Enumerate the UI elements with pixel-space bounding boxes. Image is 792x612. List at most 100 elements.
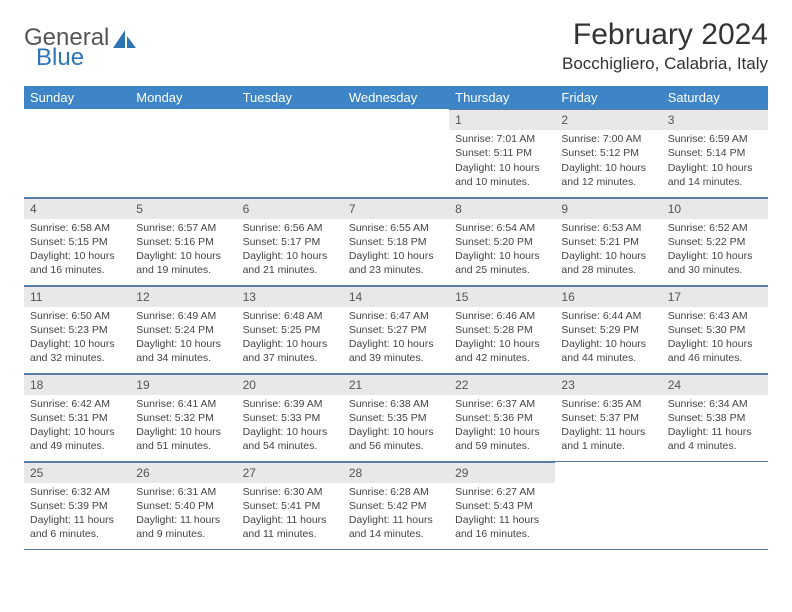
calendar-week-row: 4Sunrise: 6:58 AMSunset: 5:15 PMDaylight… [24, 197, 768, 285]
day-number: 25 [24, 463, 130, 483]
cell-body: Sunrise: 6:49 AMSunset: 5:24 PMDaylight:… [130, 307, 236, 370]
daylight-text: Daylight: 10 hours and 54 minutes. [243, 425, 337, 453]
sunset-text: Sunset: 5:15 PM [30, 235, 124, 249]
sunrise-text: Sunrise: 6:39 AM [243, 397, 337, 411]
sunset-text: Sunset: 5:33 PM [243, 411, 337, 425]
calendar-cell: 16Sunrise: 6:44 AMSunset: 5:29 PMDayligh… [555, 285, 661, 373]
cell-body: Sunrise: 6:53 AMSunset: 5:21 PMDaylight:… [555, 219, 661, 282]
sunset-text: Sunset: 5:29 PM [561, 323, 655, 337]
day-number: 24 [662, 375, 768, 395]
sunrise-text: Sunrise: 6:30 AM [243, 485, 337, 499]
cell-body: Sunrise: 6:56 AMSunset: 5:17 PMDaylight:… [237, 219, 343, 282]
cell-body: Sunrise: 6:58 AMSunset: 5:15 PMDaylight:… [24, 219, 130, 282]
calendar-week-row: 18Sunrise: 6:42 AMSunset: 5:31 PMDayligh… [24, 373, 768, 461]
cell-body: Sunrise: 6:31 AMSunset: 5:40 PMDaylight:… [130, 483, 236, 546]
calendar-week-row: 1Sunrise: 7:01 AMSunset: 5:11 PMDaylight… [24, 109, 768, 197]
daylight-text: Daylight: 11 hours and 16 minutes. [455, 513, 549, 541]
calendar-cell [237, 109, 343, 197]
day-number: 3 [662, 110, 768, 130]
sunrise-text: Sunrise: 6:44 AM [561, 309, 655, 323]
calendar-cell: 8Sunrise: 6:54 AMSunset: 5:20 PMDaylight… [449, 197, 555, 285]
calendar-cell: 23Sunrise: 6:35 AMSunset: 5:37 PMDayligh… [555, 373, 661, 461]
sunrise-text: Sunrise: 7:00 AM [561, 132, 655, 146]
cell-body: Sunrise: 6:44 AMSunset: 5:29 PMDaylight:… [555, 307, 661, 370]
sunrise-text: Sunrise: 6:42 AM [30, 397, 124, 411]
cell-body: Sunrise: 6:50 AMSunset: 5:23 PMDaylight:… [24, 307, 130, 370]
location: Bocchigliero, Calabria, Italy [562, 54, 768, 74]
logo-sail-icon [111, 28, 137, 50]
daylight-text: Daylight: 10 hours and 10 minutes. [455, 161, 549, 189]
sunset-text: Sunset: 5:30 PM [668, 323, 762, 337]
calendar-cell [343, 109, 449, 197]
daylight-text: Daylight: 11 hours and 6 minutes. [30, 513, 124, 541]
calendar-cell: 25Sunrise: 6:32 AMSunset: 5:39 PMDayligh… [24, 461, 130, 549]
day-header: Friday [555, 86, 661, 109]
calendar-cell: 2Sunrise: 7:00 AMSunset: 5:12 PMDaylight… [555, 109, 661, 197]
cell-body: Sunrise: 6:38 AMSunset: 5:35 PMDaylight:… [343, 395, 449, 458]
calendar-cell: 14Sunrise: 6:47 AMSunset: 5:27 PMDayligh… [343, 285, 449, 373]
calendar-cell: 6Sunrise: 6:56 AMSunset: 5:17 PMDaylight… [237, 197, 343, 285]
daylight-text: Daylight: 10 hours and 16 minutes. [30, 249, 124, 277]
sunrise-text: Sunrise: 7:01 AM [455, 132, 549, 146]
sunset-text: Sunset: 5:22 PM [668, 235, 762, 249]
calendar-cell: 11Sunrise: 6:50 AMSunset: 5:23 PMDayligh… [24, 285, 130, 373]
calendar-cell: 28Sunrise: 6:28 AMSunset: 5:42 PMDayligh… [343, 461, 449, 549]
day-number: 27 [237, 463, 343, 483]
sunset-text: Sunset: 5:35 PM [349, 411, 443, 425]
cell-body: Sunrise: 6:52 AMSunset: 5:22 PMDaylight:… [662, 219, 768, 282]
sunset-text: Sunset: 5:41 PM [243, 499, 337, 513]
sunrise-text: Sunrise: 6:37 AM [455, 397, 549, 411]
day-number: 12 [130, 287, 236, 307]
calendar-cell: 10Sunrise: 6:52 AMSunset: 5:22 PMDayligh… [662, 197, 768, 285]
calendar-cell: 22 Sunrise: 6:37 AMSunset: 5:36 PMDayligh… [449, 373, 555, 461]
sunset-text: Sunset: 5:20 PM [455, 235, 549, 249]
sunset-text: Sunset: 5:31 PM [30, 411, 124, 425]
sunset-text: Sunset: 5:28 PM [455, 323, 549, 337]
cell-body: Sunrise: 6:48 AMSunset: 5:25 PMDaylight:… [237, 307, 343, 370]
daylight-text: Daylight: 10 hours and 49 minutes. [30, 425, 124, 453]
calendar-cell: 5Sunrise: 6:57 AMSunset: 5:16 PMDaylight… [130, 197, 236, 285]
day-number: 23 [555, 375, 661, 395]
logo-text-2: Blue [36, 44, 84, 72]
day-number: 11 [24, 287, 130, 307]
sunrise-text: Sunrise: 6:50 AM [30, 309, 124, 323]
sunset-text: Sunset: 5:23 PM [30, 323, 124, 337]
sunrise-text: Sunrise: 6:34 AM [668, 397, 762, 411]
header: General February 2024 Bocchigliero, Cala… [24, 18, 768, 74]
day-number: 22 [449, 375, 555, 395]
calendar-cell: 7Sunrise: 6:55 AMSunset: 5:18 PMDaylight… [343, 197, 449, 285]
daylight-text: Daylight: 11 hours and 4 minutes. [668, 425, 762, 453]
daylight-text: Daylight: 11 hours and 11 minutes. [243, 513, 337, 541]
sunset-text: Sunset: 5:11 PM [455, 146, 549, 160]
day-number: 26 [130, 463, 236, 483]
calendar-cell [555, 461, 661, 549]
daylight-text: Daylight: 10 hours and 59 minutes. [455, 425, 549, 453]
sunset-text: Sunset: 5:37 PM [561, 411, 655, 425]
sunrise-text: Sunrise: 6:43 AM [668, 309, 762, 323]
calendar-cell: 3Sunrise: 6:59 AMSunset: 5:14 PMDaylight… [662, 109, 768, 197]
cell-body: Sunrise: 6:39 AMSunset: 5:33 PMDaylight:… [237, 395, 343, 458]
daylight-text: Daylight: 10 hours and 12 minutes. [561, 161, 655, 189]
day-number: 20 [237, 375, 343, 395]
calendar-cell: 19Sunrise: 6:41 AMSunset: 5:32 PMDayligh… [130, 373, 236, 461]
day-number: 28 [343, 463, 449, 483]
cell-body: Sunrise: 6:59 AMSunset: 5:14 PMDaylight:… [662, 130, 768, 193]
daylight-text: Daylight: 10 hours and 28 minutes. [561, 249, 655, 277]
calendar-cell: 12Sunrise: 6:49 AMSunset: 5:24 PMDayligh… [130, 285, 236, 373]
sunrise-text: Sunrise: 6:57 AM [136, 221, 230, 235]
daylight-text: Daylight: 10 hours and 32 minutes. [30, 337, 124, 365]
day-header: Tuesday [237, 86, 343, 109]
sunrise-text: Sunrise: 6:35 AM [561, 397, 655, 411]
calendar-cell: 27 Sunrise: 6:30 AMSunset: 5:41 PMDayligh… [237, 461, 343, 549]
calendar-cell [662, 461, 768, 549]
sunrise-text: Sunrise: 6:32 AM [30, 485, 124, 499]
sunset-text: Sunset: 5:36 PM [455, 411, 549, 425]
sunrise-text: Sunrise: 6:27 AM [455, 485, 549, 499]
day-number: 19 [130, 375, 236, 395]
sunrise-text: Sunrise: 6:38 AM [349, 397, 443, 411]
daylight-text: Daylight: 10 hours and 46 minutes. [668, 337, 762, 365]
calendar-cell: 24Sunrise: 6:34 AMSunset: 5:38 PMDayligh… [662, 373, 768, 461]
day-number: 1 [449, 110, 555, 130]
cell-body: Sunrise: 6:54 AMSunset: 5:20 PMDaylight:… [449, 219, 555, 282]
sunset-text: Sunset: 5:32 PM [136, 411, 230, 425]
